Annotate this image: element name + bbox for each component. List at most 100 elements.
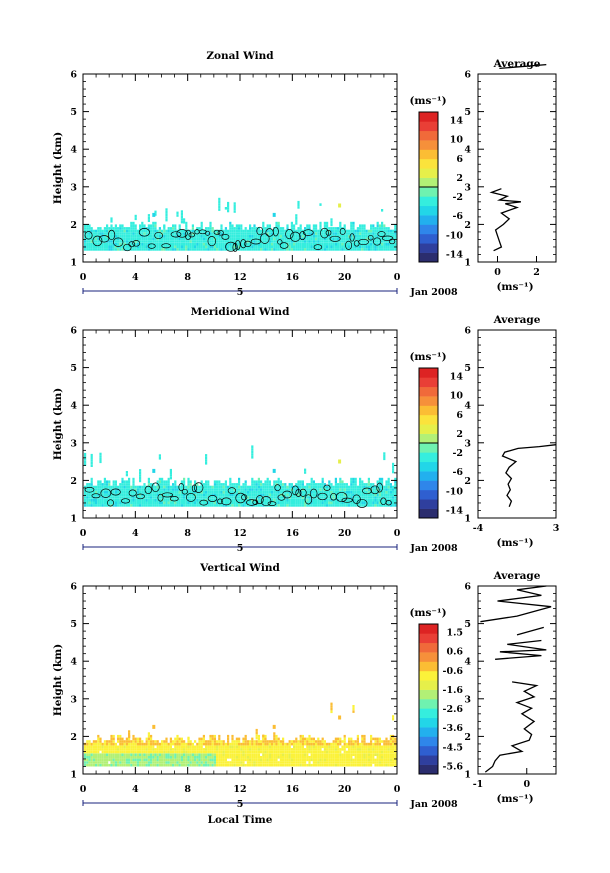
heatmap-cell [222,229,225,233]
heatmap-cell [356,491,359,494]
heatmap-cell [332,745,335,749]
heatmap-cell [152,493,155,497]
heatmap-cell [172,232,175,235]
heatmap-cell [297,742,300,746]
heatmap-cell [106,740,109,743]
heatmap-cell [387,491,390,494]
heatmap-cell [238,763,241,767]
heatmap-cell [249,485,252,489]
heatmap-cell [222,245,225,249]
heatmap-cell [282,504,285,507]
heatmap-cell [295,235,298,238]
panel-title: Zonal Wind [206,50,274,62]
heatmap-cell [121,745,124,749]
heatmap-cell [332,742,335,746]
heatmap-cell [392,715,395,718]
heatmap-cell [143,753,146,756]
heatmap-cell [249,742,252,746]
heatmap-cell [282,245,285,249]
heatmap-cell [202,750,205,754]
heatmap-cell [99,740,102,743]
heatmap-cell [242,483,245,486]
heatmap-cell [117,498,120,502]
heatmap-cell [255,750,258,754]
heatmap-cell [376,485,379,489]
heatmap-cell [304,737,307,741]
heatmap-cell [372,488,375,491]
heatmap-cell [244,758,247,762]
heatmap-cell [383,763,386,767]
heatmap-cell [99,245,102,249]
heatmap-cell [387,232,390,235]
heatmap-cell [117,227,120,230]
heatmap-cell [394,485,397,489]
heatmap-cell [251,450,254,454]
zero-contour [84,226,396,253]
heatmap-cell [108,232,111,235]
heatmap-cell [308,763,311,767]
heatmap-cell [370,504,373,507]
heatmap-cell [154,248,157,251]
heatmap-cell [99,745,102,749]
heatmap-cell [273,496,276,499]
heatmap-cell [132,477,135,481]
heatmap-cell [257,229,260,233]
heatmap-cell [240,224,243,227]
heatmap-cell [383,748,386,751]
heatmap-cell [367,488,370,491]
heatmap-cell [112,742,115,746]
heatmap-cell [297,480,300,483]
heatmap-cell [317,750,320,754]
heatmap-cell [150,737,153,741]
heatmap-cell [345,750,348,754]
heatmap-cell [108,756,111,759]
heatmap-cell [367,491,370,494]
heatmap-cell [255,761,258,764]
heatmap-cell [231,227,234,230]
heatmap-cell [356,750,359,754]
heatmap-cell [319,742,322,746]
heatmap-cell [165,485,168,489]
heatmap-cell [189,758,192,762]
heatmap-cell [112,480,115,483]
heatmap-cell [275,221,278,225]
heatmap-cell [231,750,234,754]
heatmap-cell [345,237,348,241]
heatmap-cell [238,227,241,230]
heatmap-cell [345,493,348,497]
heatmap-cell [121,224,124,227]
heatmap-cell [216,504,219,507]
heatmap-cell [334,740,337,743]
heatmap-cell [266,235,269,238]
heatmap-cell [290,761,293,764]
heatmap-cell [301,758,304,762]
heatmap-cell [299,242,302,246]
heatmap-cell [343,763,346,767]
heatmap-cell [394,237,397,241]
heatmap-cell [106,488,109,491]
heatmap-cell [345,756,348,759]
heatmap-cell [108,488,111,491]
heatmap-cell [308,740,311,743]
heatmap-cell [211,493,214,497]
heatmap-cell [378,229,381,233]
heatmap-cell [139,224,142,227]
heatmap-cell [141,498,144,502]
heatmap-cell [244,232,247,235]
heatmap-cell [189,248,192,251]
heatmap-cell [330,501,333,505]
contour-loop [225,241,237,252]
heatmap-cell [290,224,293,227]
heatmap-cell [191,753,194,756]
heatmap-cell [374,758,377,762]
heatmap-cell [176,761,179,764]
heatmap-cell [112,235,115,238]
heatmap-cell [266,483,269,486]
heatmap-cell [224,498,227,502]
heatmap-cell [383,224,386,227]
colorbar-swatch [419,121,438,132]
heatmap-cell [121,235,124,238]
heatmap-cell [339,483,342,486]
heatmap-cell [103,756,106,759]
heatmap-cell [273,734,276,738]
